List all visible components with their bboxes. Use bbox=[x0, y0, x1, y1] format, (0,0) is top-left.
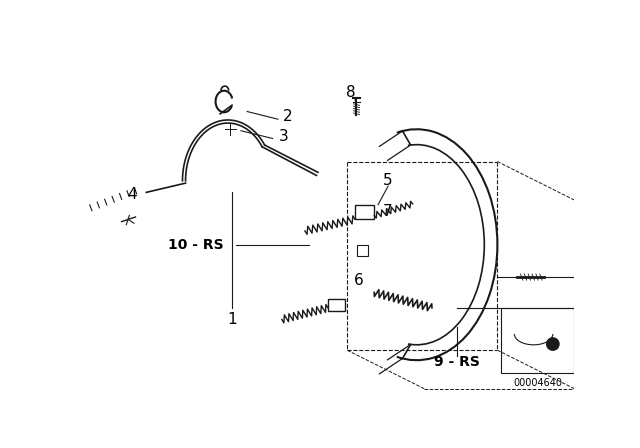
Bar bbox=[357, 245, 368, 255]
Bar bbox=[355, 206, 374, 220]
Text: 3: 3 bbox=[278, 129, 288, 144]
Circle shape bbox=[547, 338, 559, 350]
Text: 1: 1 bbox=[227, 312, 237, 327]
Text: 9 - RS: 9 - RS bbox=[435, 355, 480, 369]
Text: 10 - RS: 10 - RS bbox=[168, 238, 223, 252]
Text: 00004640: 00004640 bbox=[513, 378, 562, 388]
Text: 4: 4 bbox=[127, 187, 136, 202]
Text: 7: 7 bbox=[383, 204, 393, 219]
Text: 5: 5 bbox=[383, 173, 393, 188]
Bar bbox=[501, 308, 575, 373]
Bar bbox=[328, 299, 345, 311]
Text: 2: 2 bbox=[283, 109, 292, 125]
Text: 6: 6 bbox=[354, 273, 364, 289]
Text: 8: 8 bbox=[346, 85, 356, 100]
